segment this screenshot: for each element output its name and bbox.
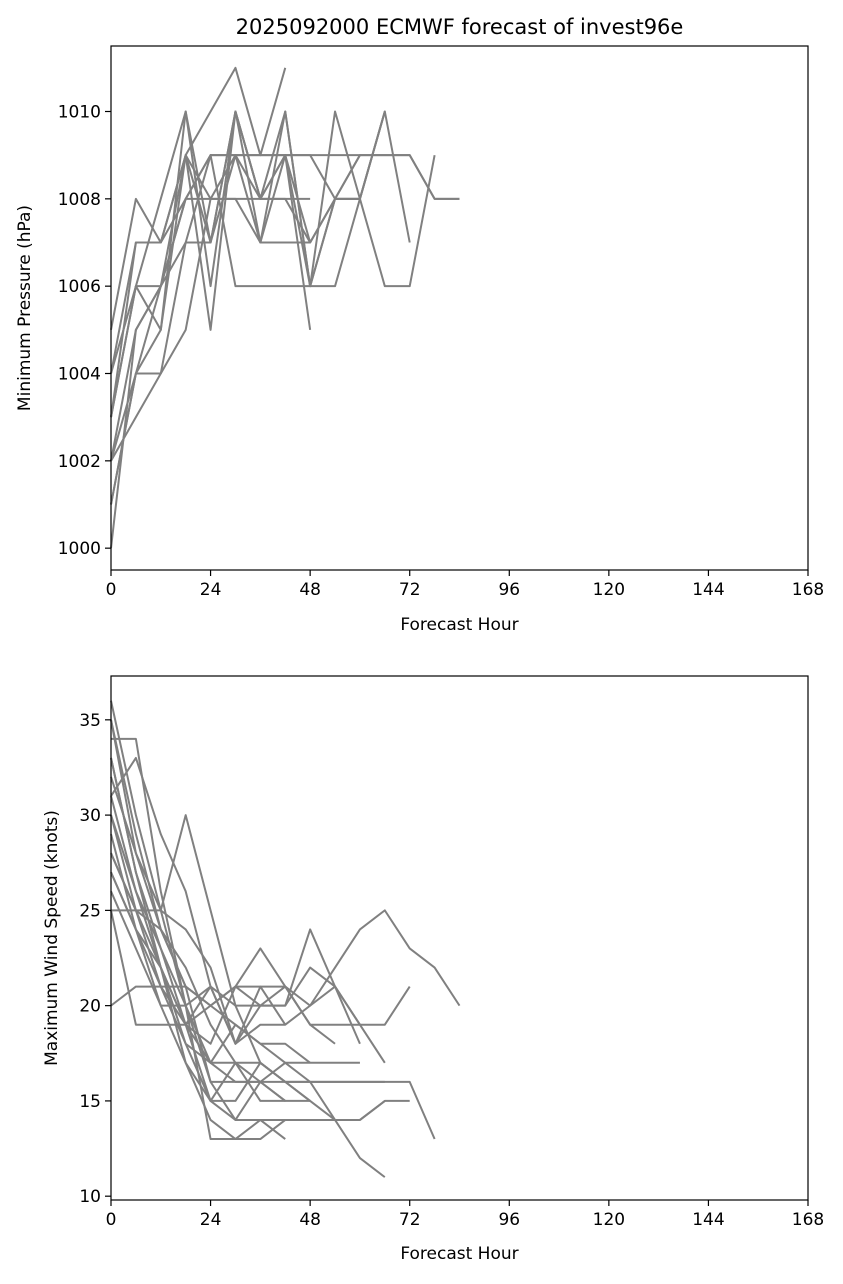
pressure-y-tick-label: 1010 [58,103,101,123]
pressure-y-axis-label: Minimum Pressure (hPa) [15,205,35,411]
wind-series-line-m17 [110,814,361,1045]
pressure-x-tick-label: 72 [399,580,421,600]
pressure-chart: 2025092000 ECMWF forecast of invest96e F… [15,15,824,635]
wind-y-tick-label: 30 [79,806,101,826]
wind-y-tick-label: 20 [79,997,101,1017]
pressure-series-line-m12 [110,110,312,462]
pressure-series-line-m11 [110,154,360,374]
pressure-y-tick-label: 1002 [58,452,101,472]
wind-x-tick-label: 72 [399,1210,421,1230]
wind-chart: Forecast Hour Maximum Wind Speed (knots)… [42,675,824,1264]
pressure-x-tick-label: 144 [692,580,724,600]
wind-series-line-m19 [110,757,286,1102]
wind-y-axis-label: Maximum Wind Speed (knots) [42,810,62,1066]
pressure-series-line-m5 [110,154,460,462]
pressure-series-line-m1 [110,66,287,331]
pressure-chart-title: 2025092000 ECMWF forecast of invest96e [236,15,684,39]
pressure-y-tick-label: 1004 [58,365,101,385]
wind-x-axis-label: Forecast Hour [400,1244,518,1264]
pressure-x-tick-label: 48 [299,580,321,600]
wind-x-tick-label: 96 [498,1210,520,1230]
pressure-y-tick-label: 1008 [58,190,101,210]
wind-x-tick-label: 144 [692,1210,724,1230]
wind-y-tick-label: 15 [79,1092,101,1112]
wind-series-line-m18 [110,871,386,1178]
pressure-y-tick-label: 1006 [58,277,101,297]
wind-y-tick-label: 10 [79,1187,101,1207]
pressure-x-axis-label: Forecast Hour [400,615,518,635]
wind-x-tick-label: 120 [593,1210,625,1230]
pressure-series-line-m7 [110,154,436,374]
wind-x-tick-label: 48 [299,1210,321,1230]
wind-series-line-m20 [110,910,287,1026]
pressure-x-tick-label: 168 [792,580,824,600]
wind-x-tick-label: 24 [200,1210,222,1230]
wind-y-tick-label: 35 [79,711,101,731]
wind-x-tick-label: 168 [792,1210,824,1230]
wind-y-tick-label: 25 [79,901,101,921]
wind-axes-frame [110,675,809,1201]
pressure-x-tick-label: 96 [498,580,520,600]
pressure-x-tick-label: 120 [593,580,625,600]
wind-series-line-m14 [110,890,286,1141]
pressure-y-tick-label: 1000 [58,539,101,559]
pressure-x-tick-label: 24 [200,580,222,600]
pressure-axes-frame [110,45,809,571]
wind-x-tick-label: 0 [106,1210,117,1230]
pressure-x-tick-label: 0 [106,580,117,600]
